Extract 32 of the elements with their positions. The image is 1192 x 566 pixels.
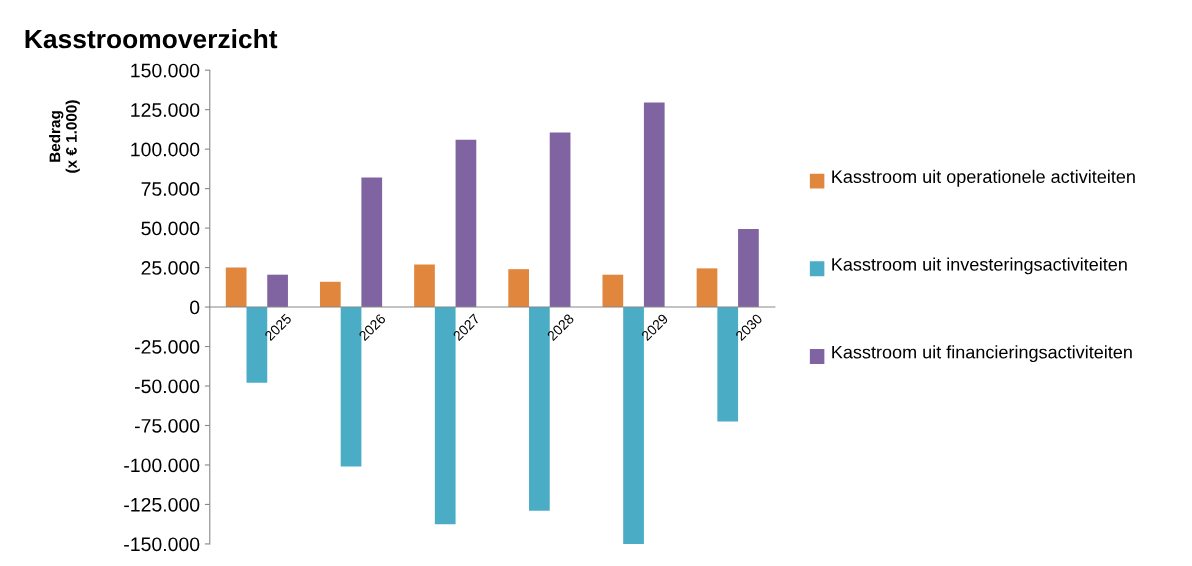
- bar: [602, 274, 624, 308]
- bar: [225, 267, 247, 308]
- y-tick-label: 50.000: [141, 221, 200, 236]
- bar: [529, 307, 550, 511]
- bar: [643, 102, 665, 308]
- bar: [696, 268, 718, 308]
- y-tick-label: 125.000: [131, 103, 200, 117]
- bar: [361, 177, 383, 308]
- y-tick-label: -100.000: [124, 458, 200, 473]
- y-tick-label: -150.000: [124, 537, 200, 552]
- y-tick-label: -75.000: [134, 418, 200, 433]
- bar: [414, 264, 435, 308]
- legend-label: Kasstroom uit operationele activiteiten: [832, 169, 1135, 187]
- bar: [508, 269, 530, 308]
- y-tick-label: -25.000: [134, 340, 200, 354]
- y-tick-label: 0: [190, 300, 200, 315]
- legend-label: Kasstroom uit financieringsactiviteiten: [832, 345, 1132, 363]
- y-tick-label: -125.000: [124, 497, 200, 512]
- legend-label: Kasstroom uit investeringsactiviteiten: [832, 257, 1127, 275]
- bar: [319, 281, 341, 308]
- y-tick-label: 75.000: [141, 182, 200, 196]
- chart-title: Kasstroomoverzicht: [25, 28, 278, 49]
- bar: [549, 132, 571, 308]
- y-tick-label: 150.000: [131, 63, 200, 78]
- bar: [738, 228, 759, 308]
- y-tick-label: 25.000: [141, 261, 200, 275]
- bar: [267, 274, 288, 308]
- y-tick-label: -50.000: [134, 379, 200, 394]
- y-axis-title: Bedrag (x € 1.000): [49, 100, 80, 173]
- bar: [455, 139, 477, 308]
- bar: [623, 307, 644, 544]
- y-tick-label: 100.000: [131, 142, 200, 157]
